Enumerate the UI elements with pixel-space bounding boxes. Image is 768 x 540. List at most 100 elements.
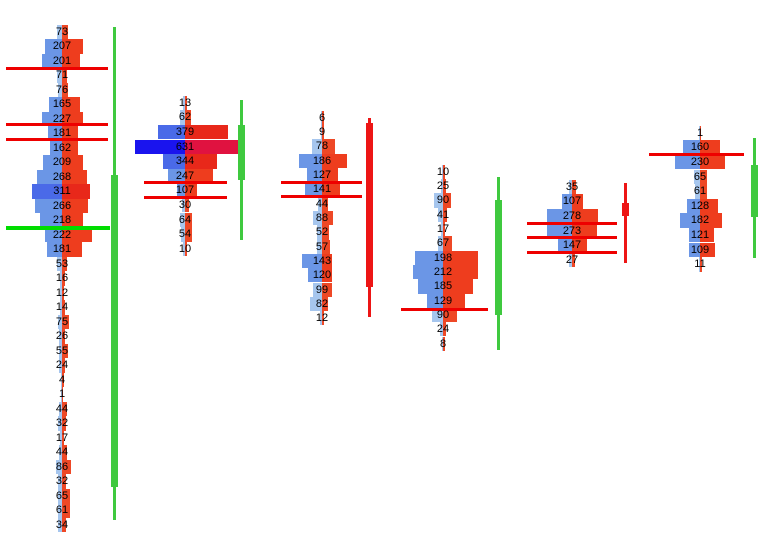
ask-bar [62,213,83,228]
volume-label: 8 [439,337,447,350]
volume-label: 311 [53,185,71,198]
bid-bar [427,293,443,308]
volume-label: 26 [55,330,69,343]
bid-bar [442,336,443,351]
volume-label: 32 [55,417,69,430]
volume-label: 44 [55,446,69,459]
bid-bar [318,196,322,211]
bid-bar [48,126,62,141]
bid-bar [40,213,62,228]
volume-label: 185 [433,280,453,293]
volume-label: 17 [55,431,69,444]
resistance-line-red [281,181,362,185]
bid-bar [687,198,700,214]
volume-label: 344 [175,155,195,168]
bid-bar [415,250,443,265]
ask-bar [443,250,478,265]
volume-label: 90 [436,194,450,207]
bid-bar [37,169,62,185]
volume-label: 209 [52,156,72,169]
volume-label: 35 [565,180,579,193]
bid-bar [57,24,62,40]
ask-bar [572,194,583,209]
bid-bar [180,212,185,228]
ask-bar [62,358,65,373]
bid-bar [182,197,185,213]
ask-bar [185,154,217,169]
ask-bar [185,241,187,257]
resistance-line-red [281,195,362,199]
volume-label: 120 [312,269,332,282]
ask-bar [185,95,187,111]
bid-bar [434,193,443,208]
resistance-line-red [6,66,108,70]
bid-bar [42,53,62,69]
ask-bar [443,164,445,180]
ask-bar [185,212,192,228]
volume-label: 24 [436,323,450,336]
volume-label: 88 [315,212,329,224]
ask-bar [700,227,714,243]
ask-bar [62,314,69,330]
candlestick-body [110,175,118,487]
bid-bar [442,164,443,180]
ask-bar [322,110,324,126]
volume-label: 247 [175,169,195,182]
bid-bar [699,257,700,272]
bid-bar [321,125,322,140]
volume-label: 32 [55,475,69,488]
ask-bar [62,39,83,54]
bid-bar [418,279,443,294]
bid-bar [181,227,185,242]
ask-bar [443,236,452,251]
bid-bar [45,227,62,243]
volume-label: 129 [433,294,453,307]
bid-bar [675,154,700,170]
volume-label: 76 [55,83,69,96]
bid-bar [299,153,322,169]
volume-label: 62 [178,111,192,124]
ask-bar [62,372,64,388]
resistance-line-red [401,307,488,311]
bid-bar [699,125,700,141]
candlestick-body [365,123,373,287]
volume-label: 165 [52,98,72,111]
ask-bar [185,197,189,213]
bid-bar [49,97,62,112]
volume-label: 10 [178,242,192,255]
volume-label: 1 [58,388,66,401]
volume-label: 10 [436,165,450,178]
ask-bar [62,53,80,69]
ask-bar [185,227,192,242]
candlestick-body [237,125,245,180]
volume-label: 147 [562,239,582,252]
ask-bar [322,196,328,211]
volume-label: 90 [436,308,450,321]
volume-label: 13 [178,96,192,109]
ask-bar [62,169,87,185]
bid-bar [60,300,62,315]
bid-bar [58,314,62,330]
volume-label: 44 [55,402,69,415]
volume-label: 127 [312,169,332,181]
ask-bar [185,183,197,198]
volume-label: 61 [693,185,707,198]
ask-bar [62,517,66,533]
volume-label: 11 [694,258,706,271]
ask-bar [62,184,90,199]
bid-bar [47,242,62,257]
bid-bar [45,39,62,54]
ask-bar [185,110,191,125]
volume-label: 182 [690,214,710,227]
candlestick-body [494,200,502,315]
ask-bar [572,252,575,268]
bid-bar [312,139,322,154]
ask-bar [322,239,330,254]
bid-bar [313,282,322,297]
resistance-line-red [527,250,617,254]
ask-bar [700,198,718,214]
resistance-line-red [6,137,108,141]
volume-label: 186 [312,154,332,167]
